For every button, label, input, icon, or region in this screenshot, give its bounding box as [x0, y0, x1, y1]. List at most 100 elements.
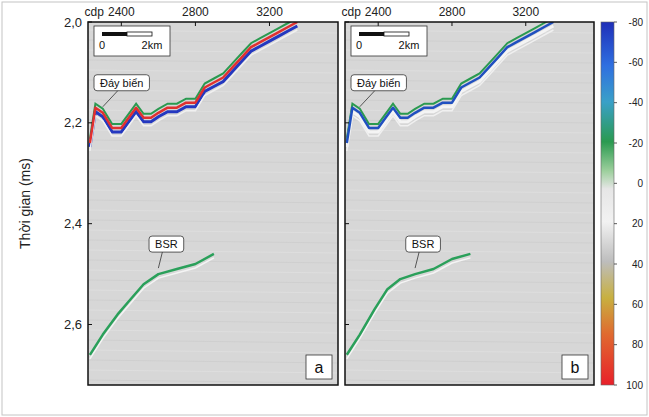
scale-bar: 02km: [351, 26, 427, 56]
y-tick-label: 2,4: [64, 216, 82, 231]
colorbar-tick: [614, 102, 617, 103]
x-tick: [121, 22, 122, 26]
colorbar-tick-label: 0: [637, 178, 643, 189]
x-tick: [451, 22, 452, 26]
texture-line: [345, 380, 594, 383]
texture-line: [88, 70, 338, 73]
texture-line: [88, 150, 338, 153]
texture-line: [345, 270, 594, 273]
plot-background: [88, 22, 338, 385]
texture-line: [88, 330, 338, 333]
texture-line: [345, 180, 594, 183]
texture-line: [88, 140, 338, 143]
texture-line: [88, 270, 338, 273]
texture-line: [88, 250, 338, 253]
texture-line: [345, 220, 594, 223]
colorbar-tick-label: 80: [632, 339, 644, 350]
y-tick: [345, 223, 349, 224]
scale-bar-box: [351, 26, 427, 56]
colorbar-tick-label: 100: [626, 380, 643, 391]
callout-box: [94, 75, 149, 91]
y-tick-label: 2,6: [64, 317, 82, 332]
texture-line: [88, 350, 338, 353]
panel-letter: a: [306, 355, 332, 379]
colorbar: -80-60-40-20020406080100: [601, 17, 643, 391]
y-tick: [88, 223, 92, 224]
texture-line: [345, 280, 594, 283]
colorbar-tick-label: -20: [629, 138, 644, 149]
callout-pointer: [103, 91, 118, 107]
x-tick: [378, 22, 379, 26]
panel-letter: b: [562, 355, 588, 379]
callout: Đáy biển: [94, 75, 149, 107]
x-tick: [525, 22, 526, 26]
texture-line: [88, 310, 338, 313]
texture-line: [345, 360, 594, 363]
x-axis-label: cdp: [85, 5, 105, 19]
callout-box: [351, 75, 406, 91]
texture-line: [88, 100, 338, 103]
plot-frame: [345, 22, 594, 385]
reflector-line: [347, 22, 554, 143]
texture-line: [88, 340, 338, 343]
texture-line: [88, 300, 338, 303]
y-tick: [345, 324, 349, 325]
x-tick: [269, 22, 270, 26]
x-tick-label: 2400: [108, 5, 135, 19]
texture-line: [88, 280, 338, 283]
y-tick: [345, 122, 349, 123]
texture-line: [345, 370, 594, 373]
panel-letter-box: [306, 355, 332, 379]
colorbar-tick: [614, 143, 617, 144]
colorbar-tick: [614, 385, 617, 386]
x-tick-label: 3200: [256, 5, 283, 19]
x-tick-label: 2800: [439, 5, 466, 19]
callout-box: [406, 236, 441, 252]
callout-label: Đáy biển: [357, 77, 400, 89]
texture-line: [345, 310, 594, 313]
reflector-line: [90, 254, 214, 355]
colorbar-tick-label: 60: [632, 299, 644, 310]
scale-bar-black: [102, 32, 127, 36]
texture-line: [345, 240, 594, 243]
x-tick-label: 2400: [365, 5, 392, 19]
y-tick: [345, 22, 349, 23]
texture-line: [88, 260, 338, 263]
x-tick: [195, 22, 196, 26]
texture-line: [345, 330, 594, 333]
texture-line: [88, 60, 338, 63]
reflector-line: [347, 254, 471, 355]
callout-pointer: [360, 91, 375, 107]
scale-bar-black: [359, 32, 384, 36]
texture-line: [88, 320, 338, 323]
texture-line: [88, 210, 338, 213]
colorbar-tick: [614, 22, 617, 23]
callout-pointer: [415, 252, 419, 268]
colorbar-tick: [614, 223, 617, 224]
panel-letter-text: b: [571, 359, 580, 376]
panel: 240028003200cdp02kmĐáy biểnBSRb: [341, 5, 594, 385]
texture-line: [345, 260, 594, 263]
texture-line: [88, 380, 338, 383]
texture-line: [345, 150, 594, 153]
colorbar-tick: [614, 304, 617, 305]
colorbar-tick-label: 40: [632, 259, 644, 270]
callout: BSR: [406, 236, 441, 268]
texture-line: [88, 170, 338, 173]
colorbar-tick-label: -60: [629, 57, 644, 68]
texture-line: [88, 200, 338, 203]
scale-bar-label: 2km: [142, 39, 163, 51]
texture-line: [88, 360, 338, 363]
texture-line: [88, 110, 338, 113]
x-tick-label: 2800: [182, 5, 209, 19]
panel: 240028003200cdp2,02,22,42,6Thời gian (ms…: [17, 5, 338, 385]
texture-line: [345, 230, 594, 233]
scale-bar-box: [94, 26, 170, 56]
wavelet-band: [90, 258, 214, 359]
panel-letter-text: a: [315, 359, 324, 376]
wavelet-band: [347, 258, 471, 359]
texture-line: [88, 290, 338, 293]
texture-line: [345, 190, 594, 193]
scale-bar-white: [127, 32, 152, 36]
figure-frame: [2, 2, 647, 415]
